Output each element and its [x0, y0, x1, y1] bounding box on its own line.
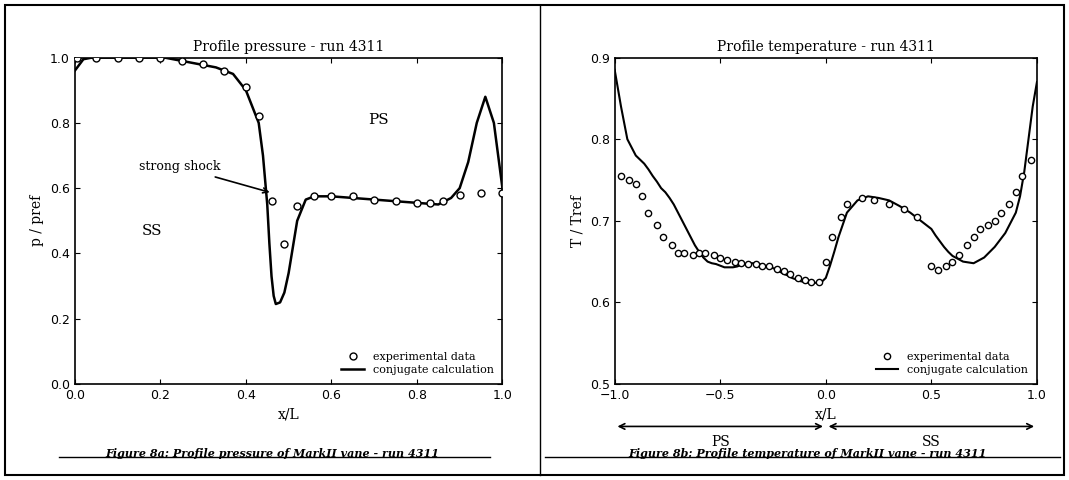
Legend: experimental data, conjugate calculation: experimental data, conjugate calculation — [338, 348, 497, 378]
Title: Profile temperature - run 4311: Profile temperature - run 4311 — [717, 40, 934, 54]
Text: Figure 8b: Profile temperature of MarkII vane - run 4311: Figure 8b: Profile temperature of MarkII… — [628, 448, 987, 459]
X-axis label: x/L: x/L — [815, 408, 837, 421]
Text: Figure 8a: Profile pressure of MarkII vane - run 4311: Figure 8a: Profile pressure of MarkII va… — [106, 448, 439, 459]
Title: Profile pressure - run 4311: Profile pressure - run 4311 — [193, 40, 384, 54]
Text: strong shock: strong shock — [139, 160, 268, 193]
Text: PS: PS — [711, 434, 730, 449]
X-axis label: x/L: x/L — [278, 408, 299, 421]
Legend: experimental data, conjugate calculation: experimental data, conjugate calculation — [872, 348, 1032, 378]
Text: SS: SS — [921, 434, 941, 449]
Text: SS: SS — [141, 224, 162, 238]
Y-axis label: p / pref: p / pref — [30, 195, 45, 246]
Text: PS: PS — [368, 113, 389, 127]
Y-axis label: T / Tref: T / Tref — [570, 195, 585, 247]
